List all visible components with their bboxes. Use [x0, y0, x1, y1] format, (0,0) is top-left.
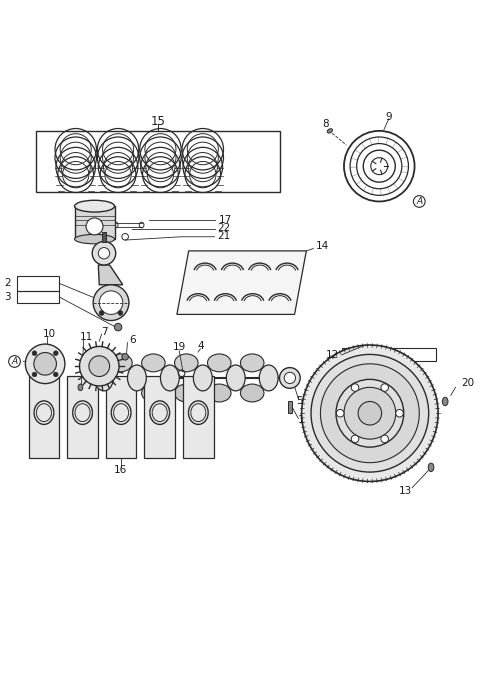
Circle shape [53, 351, 58, 355]
Bar [144, 375, 175, 458]
Ellipse shape [142, 354, 165, 372]
Text: 22: 22 [217, 224, 230, 233]
Text: 5: 5 [296, 397, 302, 406]
Text: 8: 8 [322, 119, 328, 129]
Text: 1: 1 [298, 415, 305, 425]
Circle shape [93, 285, 129, 321]
Bar [36, 131, 280, 192]
Ellipse shape [259, 365, 278, 391]
Ellipse shape [428, 463, 434, 471]
Ellipse shape [193, 365, 212, 391]
Text: 7: 7 [101, 327, 107, 337]
Ellipse shape [240, 384, 264, 402]
Circle shape [344, 387, 396, 439]
Bar [67, 375, 98, 458]
Circle shape [311, 355, 429, 472]
Ellipse shape [108, 384, 132, 402]
Bar [102, 232, 106, 242]
Text: 6: 6 [129, 335, 135, 345]
Text: 9: 9 [385, 112, 392, 121]
Circle shape [34, 353, 57, 375]
Circle shape [396, 409, 403, 417]
Circle shape [92, 241, 116, 265]
Ellipse shape [78, 384, 83, 391]
Polygon shape [177, 251, 306, 315]
Circle shape [381, 384, 388, 391]
Bar [183, 375, 214, 458]
Circle shape [86, 218, 103, 235]
Text: A: A [416, 197, 422, 206]
Text: 14: 14 [316, 241, 329, 251]
Ellipse shape [128, 365, 146, 391]
Circle shape [98, 248, 109, 259]
Circle shape [114, 324, 122, 331]
Bar [342, 348, 436, 362]
Circle shape [122, 353, 129, 360]
Circle shape [99, 291, 123, 315]
Ellipse shape [327, 129, 333, 133]
Bar [17, 276, 59, 291]
Bar [106, 375, 136, 458]
Circle shape [53, 372, 58, 377]
Circle shape [301, 345, 438, 482]
Ellipse shape [160, 365, 179, 391]
Bar [17, 291, 59, 303]
Circle shape [351, 384, 359, 391]
Circle shape [284, 373, 296, 384]
Text: 10: 10 [43, 329, 57, 339]
Text: 17: 17 [219, 215, 232, 226]
Bar [74, 206, 115, 239]
Text: 12: 12 [326, 350, 339, 360]
Text: 16: 16 [114, 464, 128, 475]
Circle shape [32, 351, 37, 355]
Ellipse shape [227, 365, 245, 391]
Ellipse shape [207, 384, 231, 402]
Circle shape [358, 402, 382, 425]
Circle shape [32, 372, 37, 377]
Text: 18: 18 [80, 366, 93, 376]
Ellipse shape [207, 354, 231, 372]
Circle shape [321, 364, 419, 463]
Ellipse shape [142, 384, 165, 402]
Bar [288, 402, 292, 413]
Ellipse shape [443, 397, 448, 406]
Ellipse shape [108, 354, 132, 372]
Ellipse shape [175, 384, 198, 402]
Polygon shape [98, 265, 123, 285]
Ellipse shape [74, 235, 115, 244]
Circle shape [25, 344, 65, 384]
Text: 2: 2 [5, 278, 11, 288]
Circle shape [80, 346, 119, 386]
Circle shape [99, 310, 104, 315]
Circle shape [279, 368, 300, 388]
Circle shape [336, 409, 344, 417]
Circle shape [336, 380, 404, 447]
Text: 4: 4 [197, 341, 204, 351]
Text: 11: 11 [80, 331, 93, 342]
Circle shape [351, 435, 359, 443]
Ellipse shape [95, 365, 113, 391]
Circle shape [381, 435, 388, 443]
Text: 21: 21 [217, 231, 230, 241]
Text: A: A [12, 357, 18, 366]
Circle shape [89, 356, 109, 377]
Text: 15: 15 [151, 115, 166, 128]
Text: 19: 19 [173, 342, 186, 353]
Circle shape [118, 310, 123, 315]
Ellipse shape [74, 200, 115, 212]
Text: 3: 3 [5, 292, 11, 302]
Text: 20: 20 [462, 377, 475, 388]
Text: 13: 13 [398, 486, 412, 496]
Bar [29, 375, 59, 458]
Ellipse shape [175, 354, 198, 372]
Ellipse shape [240, 354, 264, 372]
